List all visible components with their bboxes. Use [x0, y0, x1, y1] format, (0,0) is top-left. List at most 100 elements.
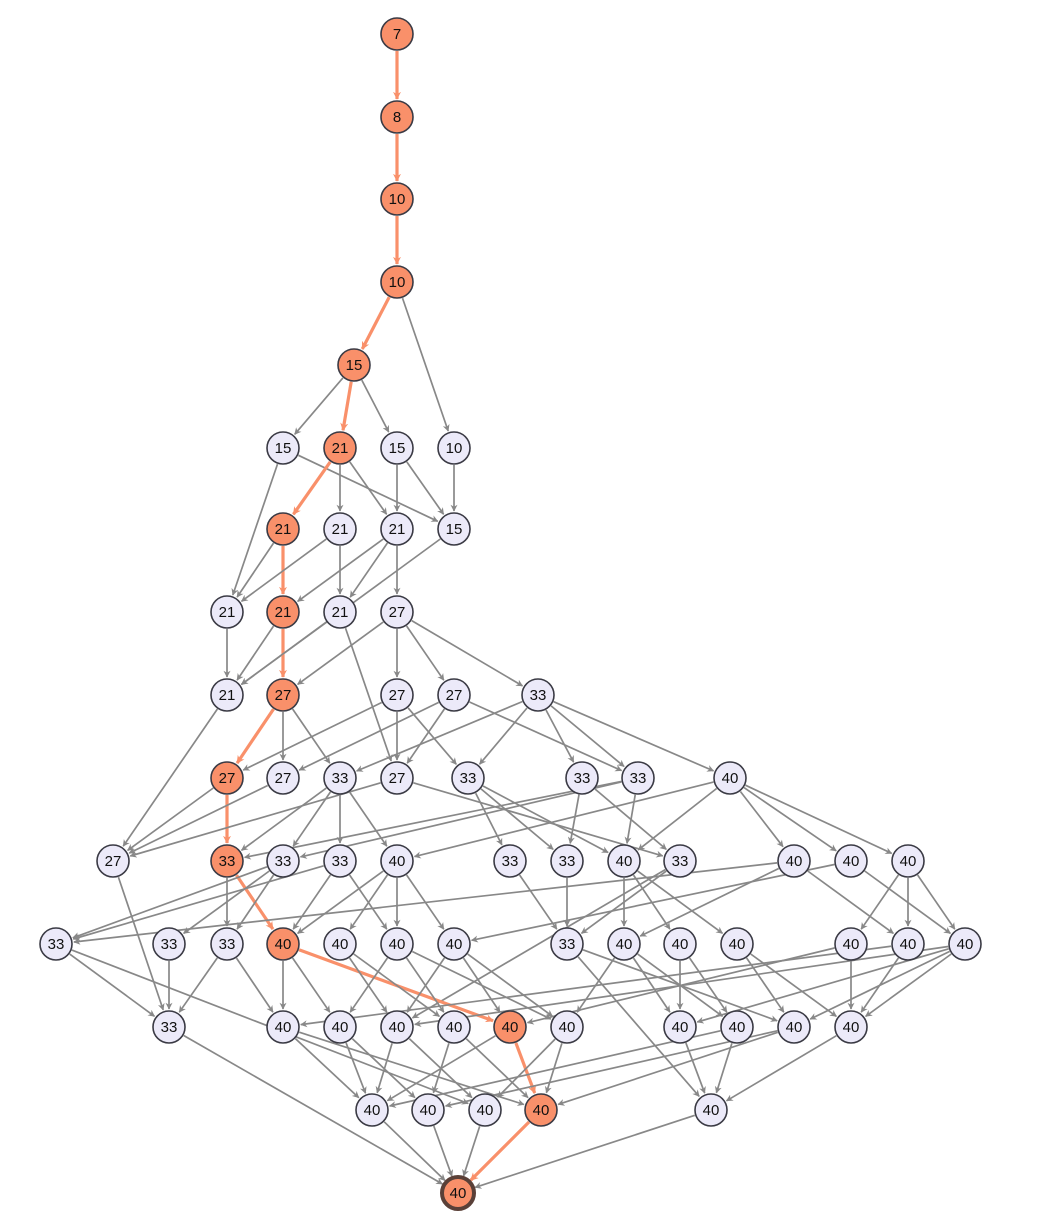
node-circle [694, 1093, 728, 1127]
node-label: 10 [389, 274, 406, 291]
node-circle [411, 1093, 445, 1127]
node-circle [891, 927, 925, 961]
graph-node: 40 [948, 927, 982, 961]
node-circle [323, 761, 357, 795]
graph-edge [462, 957, 501, 1013]
graph-edge [298, 701, 440, 771]
graph-edge [236, 625, 275, 681]
graph-edge [72, 866, 268, 939]
graph-edge [411, 868, 666, 1019]
graph-node: 40 [777, 844, 811, 878]
highlighted-node: 21 [266, 595, 300, 629]
node-label: 40 [275, 936, 292, 953]
graph-node: 40 [834, 927, 868, 961]
node-label: 27 [389, 687, 406, 704]
node-circle [607, 927, 641, 961]
graph-edge [550, 705, 625, 768]
graph-edge [386, 1035, 496, 1102]
graph-edge [298, 1031, 525, 1106]
graph-node: 33 [521, 678, 555, 712]
graph-node: 27 [380, 678, 414, 712]
node-label: 40 [672, 936, 689, 953]
graph-edge [518, 874, 558, 930]
node-label: 27 [446, 687, 463, 704]
node-label: 15 [275, 440, 292, 457]
node-circle [713, 761, 747, 795]
graph-edge [860, 874, 900, 930]
graph-edge [235, 957, 274, 1013]
graph-edge [388, 1029, 721, 1109]
graph-edge [469, 701, 623, 772]
node-label: 33 [502, 853, 519, 870]
graph-node: 40 [713, 761, 747, 795]
graph-node: 40 [663, 927, 697, 961]
graph-node: 40 [355, 1093, 389, 1127]
graph-edge [297, 538, 384, 603]
graph-edge [129, 781, 381, 858]
graph-node: 40 [720, 927, 754, 961]
node-label: 40 [957, 936, 974, 953]
graph-node: 40 [720, 1010, 754, 1044]
node-circle [834, 927, 868, 961]
node-label: 40 [729, 936, 746, 953]
graph-node: 27 [437, 678, 471, 712]
node-circle [380, 595, 414, 629]
final-node: 40 [440, 1175, 476, 1211]
graph-node: 40 [323, 927, 357, 961]
node-circle [380, 17, 414, 51]
graph-edge [349, 957, 389, 1013]
highlighted-node: 21 [266, 512, 300, 546]
highlighted-node: 10 [380, 265, 414, 299]
graph-edge [292, 791, 332, 847]
graph-edge [72, 864, 324, 941]
node-label: 40 [900, 853, 917, 870]
graph-node: 40 [834, 1010, 868, 1044]
graph-edge [292, 874, 332, 930]
graph-edge [580, 870, 667, 934]
graph-edge [916, 874, 956, 930]
node-label: 10 [446, 440, 463, 457]
graph-node: 21 [380, 512, 414, 546]
graph-node: 33 [152, 1010, 186, 1044]
node-label: 40 [616, 853, 633, 870]
graph-edge [348, 791, 388, 847]
graph-edge [240, 621, 327, 685]
graph-edge [375, 1043, 393, 1094]
graph-edge [351, 1038, 416, 1099]
node-circle [266, 678, 300, 712]
graph-node: 33 [323, 761, 357, 795]
node-label: 40 [446, 936, 463, 953]
node-circle [266, 761, 300, 795]
graph-edge [236, 542, 275, 598]
node-circle [834, 844, 868, 878]
highlighted-edge [340, 381, 353, 432]
node-circle [521, 678, 555, 712]
graph-edge [383, 1121, 446, 1182]
node-circle [323, 1010, 357, 1044]
node-label: 21 [275, 604, 292, 621]
node-label: 27 [275, 770, 292, 787]
graph-node: 21 [323, 512, 357, 546]
graph-edge [725, 1034, 837, 1102]
graph-node: 40 [468, 1093, 502, 1127]
node-label: 27 [389, 770, 406, 787]
node-circle [720, 927, 754, 961]
graph-edge [345, 1042, 367, 1094]
graph-edge [128, 784, 269, 854]
highlighted-node: 27 [266, 678, 300, 712]
graph-node: 33 [152, 927, 186, 961]
node-label: 33 [559, 936, 576, 953]
graph-edge [361, 379, 390, 433]
graph-node: 10 [437, 431, 471, 465]
node-circle [210, 595, 244, 629]
node-circle [493, 1010, 527, 1044]
graph-edge [73, 862, 778, 945]
graph-node: 40 [323, 1010, 357, 1044]
graph-node: 40 [266, 1010, 300, 1044]
graph-edge [497, 1038, 556, 1098]
node-label: 40 [900, 936, 917, 953]
node-circle [380, 431, 414, 465]
highlighted-node: 40 [524, 1093, 558, 1127]
graph-edge [355, 700, 523, 772]
node-label: 40 [786, 1019, 803, 1036]
